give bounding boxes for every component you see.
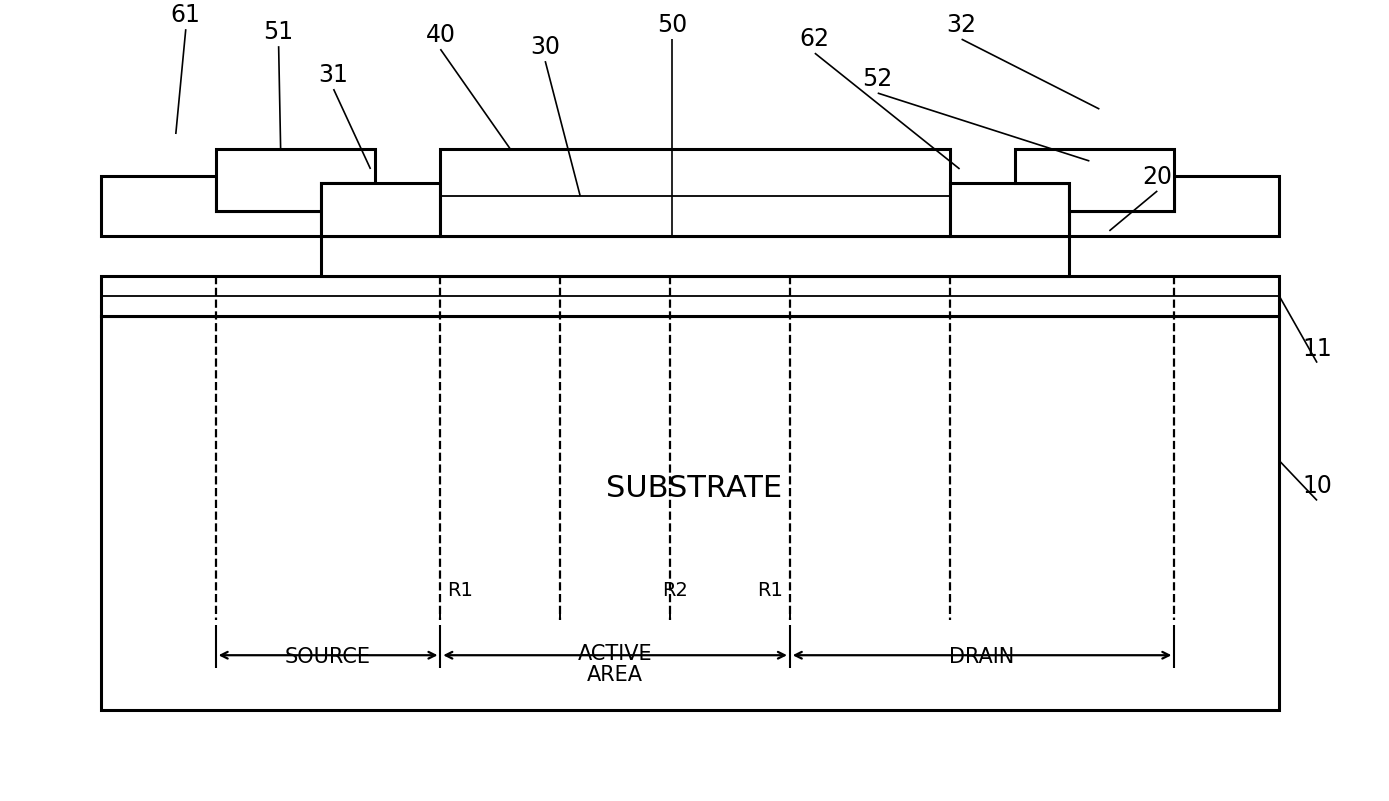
Text: 40: 40 xyxy=(425,23,456,47)
Polygon shape xyxy=(101,276,1279,316)
Text: 10: 10 xyxy=(1301,474,1332,498)
Polygon shape xyxy=(950,183,1070,235)
Text: R2: R2 xyxy=(663,581,688,600)
Polygon shape xyxy=(1070,176,1279,235)
Polygon shape xyxy=(1014,149,1174,211)
Polygon shape xyxy=(101,176,321,235)
Text: 52: 52 xyxy=(863,67,893,91)
Text: 61: 61 xyxy=(171,3,201,27)
Text: 32: 32 xyxy=(946,13,976,37)
Text: 20: 20 xyxy=(1142,165,1172,189)
Text: 51: 51 xyxy=(264,20,293,44)
Polygon shape xyxy=(321,183,440,235)
Polygon shape xyxy=(101,316,1279,710)
Text: SOURCE: SOURCE xyxy=(285,647,371,667)
Text: AREA: AREA xyxy=(588,665,643,685)
Text: 11: 11 xyxy=(1301,336,1332,360)
Polygon shape xyxy=(321,235,1070,276)
Text: DRAIN: DRAIN xyxy=(949,647,1014,667)
Text: R1: R1 xyxy=(757,581,783,600)
Text: 50: 50 xyxy=(657,13,688,37)
Polygon shape xyxy=(440,149,950,235)
Text: ACTIVE: ACTIVE xyxy=(578,644,653,664)
Text: 30: 30 xyxy=(531,35,560,59)
Text: R1: R1 xyxy=(447,581,474,600)
Text: 62: 62 xyxy=(800,27,829,51)
Polygon shape xyxy=(215,149,375,211)
Text: 31: 31 xyxy=(318,63,349,87)
Text: SUBSTRATE: SUBSTRATE xyxy=(606,474,782,503)
